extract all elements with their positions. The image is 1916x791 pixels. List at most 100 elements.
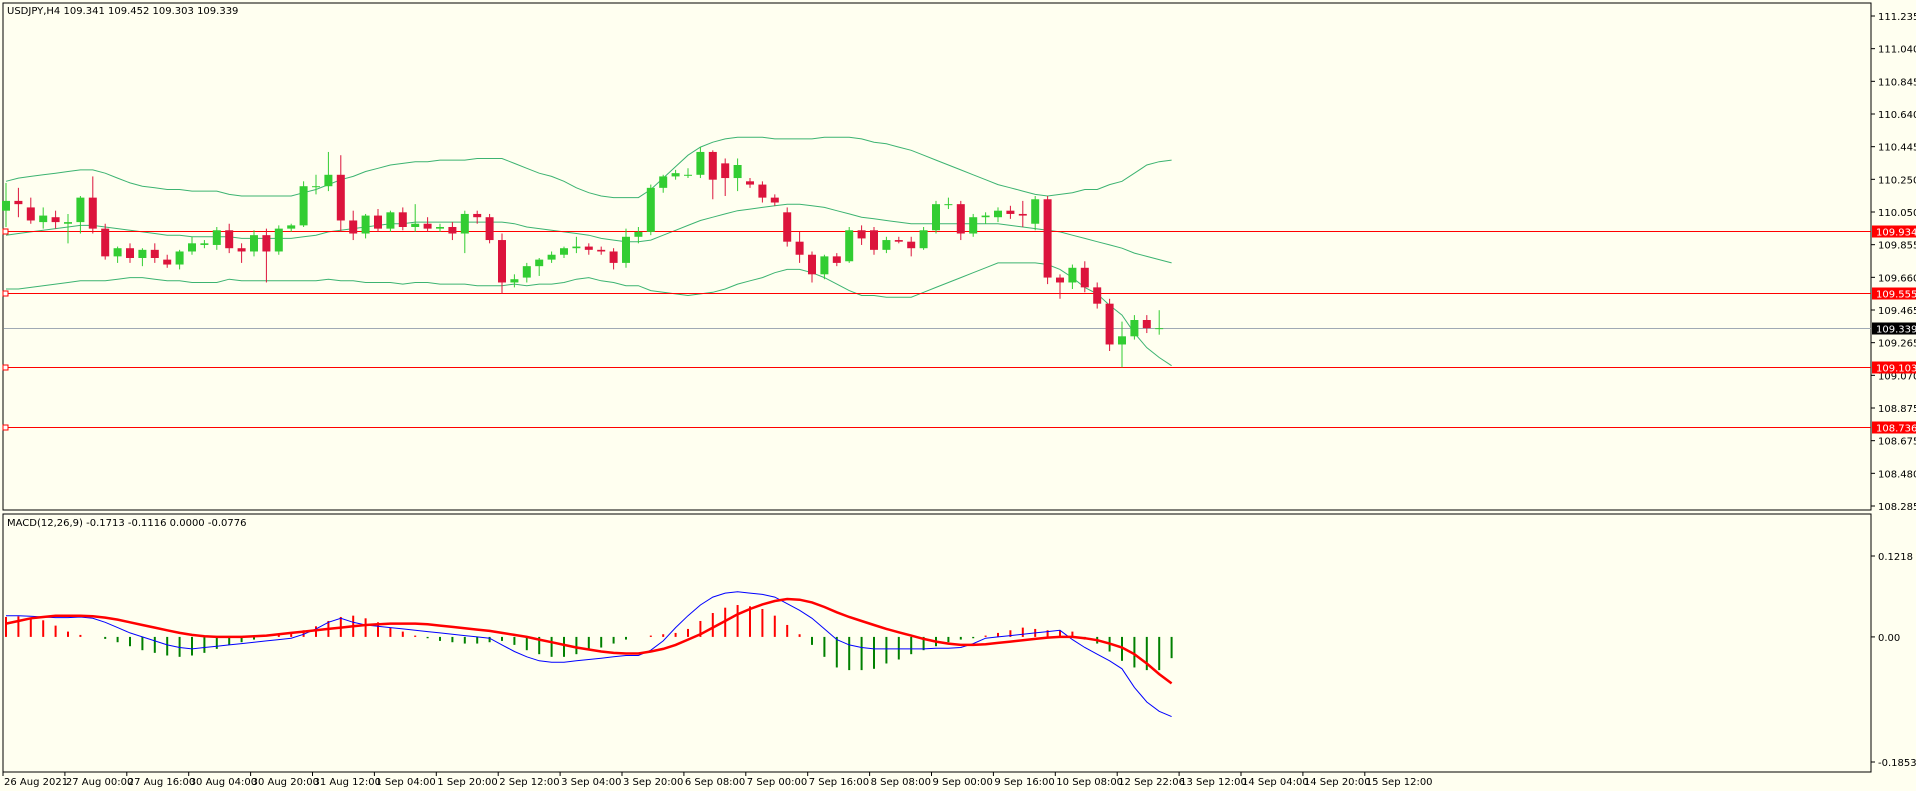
price-axis-label: 109.855: [1878, 241, 1916, 252]
time-axis-label: 31 Aug 12:00: [314, 777, 381, 788]
candle-body: [870, 230, 878, 250]
candle-body: [225, 230, 234, 249]
bullish-candle: [436, 223, 444, 232]
bullish-candle: [572, 236, 581, 254]
level-price-tag: [1872, 287, 1916, 300]
bullish-candle: [932, 200, 940, 234]
level-anchor-handle[interactable]: [2, 228, 9, 235]
candle-body: [374, 215, 382, 229]
candle-body: [547, 254, 556, 260]
candle-body: [312, 186, 320, 188]
candle-body: [460, 213, 469, 234]
bearish-candle: [423, 217, 432, 232]
bullish-candle: [969, 213, 978, 237]
bearish-candle: [721, 158, 730, 196]
bullish-candle: [386, 210, 395, 232]
time-axis-label: 26 Aug 2021: [4, 777, 68, 788]
candle-body: [746, 181, 754, 185]
bullish-candle: [994, 207, 1002, 223]
candle-body: [262, 235, 271, 252]
bearish-candle: [1056, 274, 1064, 299]
bullish-candle: [175, 249, 184, 270]
bullish-candle: [634, 227, 643, 244]
bullish-candle: [188, 236, 196, 255]
bullish-candle: [460, 210, 469, 254]
bearish-candle: [448, 222, 457, 241]
bullish-candle: [944, 197, 953, 210]
candle-body: [113, 248, 122, 257]
bullish-candle: [200, 240, 209, 249]
candle-body: [287, 225, 296, 229]
candle-body: [907, 241, 916, 249]
candle-body: [969, 217, 978, 234]
candle-body: [1018, 213, 1027, 216]
candle-body: [448, 227, 457, 234]
bullish-candle: [696, 147, 705, 179]
macd-axis-label: -0.1853: [1878, 758, 1916, 769]
price-axis-label: 109.465: [1878, 306, 1916, 317]
candlesticks: [2, 147, 1164, 368]
candle-body: [1130, 320, 1139, 337]
bullish-candle: [1130, 315, 1139, 340]
price-axis-label: 108.480: [1878, 469, 1916, 480]
candle-body: [14, 200, 23, 205]
horizontal-levels[interactable]: [2, 228, 1871, 431]
candle-body: [349, 220, 358, 234]
main-price-panel[interactable]: [2, 2, 1872, 511]
candle-body: [473, 213, 482, 218]
bearish-candle: [473, 210, 482, 224]
bullish-candle: [361, 213, 370, 239]
candle-body: [832, 256, 841, 263]
bullish-candle: [622, 228, 630, 268]
current-price-tag-label: 109.339: [1876, 325, 1916, 336]
bullish-candle: [1118, 321, 1126, 368]
candle-body: [932, 204, 940, 231]
candle-body: [39, 215, 48, 223]
candle-body: [26, 207, 35, 221]
bearish-candle: [1093, 282, 1102, 309]
candle-body: [671, 173, 680, 177]
bullish-candle: [684, 168, 692, 179]
candle-body: [783, 212, 792, 242]
level-anchor-handle[interactable]: [2, 424, 9, 431]
bearish-candle: [609, 248, 618, 270]
candle-body: [522, 266, 531, 278]
bullish-candle: [646, 184, 655, 236]
price-axis[interactable]: 111.235 111.040 110.845 110.640 110.445 110.2…: [1871, 12, 1916, 513]
macd-indicator-panel[interactable]: [2, 513, 1872, 773]
candle-body: [299, 186, 308, 226]
candle-body: [1068, 267, 1077, 283]
level-anchor-handle[interactable]: [2, 290, 9, 297]
price-axis-label: 110.845: [1878, 77, 1916, 88]
bullish-candle: [820, 254, 829, 280]
bearish-candle: [894, 236, 903, 244]
bullish-candle: [733, 158, 742, 192]
level-anchor-handle[interactable]: [2, 364, 9, 371]
bullish-candle: [287, 223, 296, 232]
bullish-candle: [1155, 310, 1164, 335]
macd-axis[interactable]: 0.1218 0.00 -0.1853: [1871, 552, 1916, 769]
bearish-candle: [1105, 298, 1114, 351]
time-axis-label: 9 Sep 00:00: [933, 777, 993, 788]
candle-body: [535, 259, 544, 267]
bullish-candle: [312, 174, 320, 195]
bullish-candle: [522, 262, 531, 283]
price-axis-label: 111.040: [1878, 45, 1916, 56]
price-axis-label: 108.875: [1878, 404, 1916, 415]
bearish-candle: [1006, 205, 1015, 219]
candle-body: [237, 248, 246, 252]
candle-body: [994, 210, 1002, 218]
candle-body: [1080, 267, 1089, 288]
level-price-tag-label: 109.103: [1876, 364, 1916, 375]
bullish-candle: [212, 227, 221, 250]
bearish-candle: [101, 223, 110, 260]
bullish-candle: [2, 182, 10, 227]
time-axis-label: 6 Sep 08:00: [685, 777, 745, 788]
bullish-candle: [76, 196, 85, 234]
time-axis-label: 30 Aug 04:00: [190, 777, 257, 788]
level-price-tag: [1872, 421, 1916, 434]
